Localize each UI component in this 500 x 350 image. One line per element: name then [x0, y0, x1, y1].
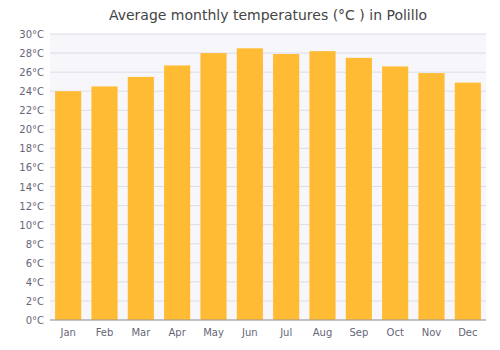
- bar: [164, 65, 190, 320]
- x-axis-line: [50, 320, 486, 321]
- x-tick-label: Jun: [241, 327, 258, 338]
- bar: [91, 86, 117, 320]
- x-tick-label: Feb: [96, 327, 114, 338]
- y-tick-label: 6°C: [26, 258, 44, 269]
- bar: [346, 58, 372, 320]
- x-tick-label: May: [203, 327, 224, 338]
- bar: [309, 51, 335, 320]
- x-tick-label: Mar: [131, 327, 151, 338]
- bar: [418, 73, 444, 320]
- y-tick-label: 12°C: [19, 201, 44, 212]
- grid-line: [50, 320, 486, 321]
- y-tick-label: 26°C: [19, 67, 44, 78]
- plot-background: [50, 34, 486, 320]
- y-tick-label: 24°C: [19, 86, 44, 97]
- x-tick-label: Nov: [422, 327, 442, 338]
- grid-line: [50, 34, 486, 35]
- y-tick-label: 16°C: [19, 162, 44, 173]
- y-tick-label: 8°C: [26, 239, 44, 250]
- bar: [200, 53, 226, 320]
- bar: [455, 83, 481, 320]
- chart: 0°C 2°C 4°C 6°C 8°C 10°C 12°C 14°C 16°C 18°C 20°C 2…: [0, 0, 500, 350]
- grid-line: [50, 53, 486, 54]
- x-tick-label: Sep: [349, 327, 368, 338]
- x-tick-label: Aug: [313, 327, 333, 338]
- bar: [237, 48, 263, 320]
- x-tick-label: Oct: [387, 327, 404, 338]
- y-tick-label: 22°C: [19, 105, 44, 116]
- y-tick-label: 4°C: [26, 277, 44, 288]
- bar: [128, 77, 154, 320]
- x-tick-label: Apr: [169, 327, 187, 338]
- y-tick-label: 20°C: [19, 124, 44, 135]
- grid-line: [50, 72, 486, 73]
- bar: [273, 54, 299, 320]
- y-tick-label: 28°C: [19, 48, 44, 59]
- y-tick-label: 18°C: [19, 143, 44, 154]
- y-tick-label: 2°C: [26, 296, 44, 307]
- title: Average monthly temperatures (°C ) in Po…: [109, 7, 427, 23]
- bars: [55, 48, 481, 320]
- chart-container: 0°C 2°C 4°C 6°C 8°C 10°C 12°C 14°C 16°C 18°C 20°C 2…: [0, 0, 500, 350]
- x-tick-label: Jan: [59, 327, 75, 338]
- y-tick-label: 10°C: [19, 220, 44, 231]
- bar: [382, 66, 408, 320]
- x-tick-label: Dec: [458, 327, 477, 338]
- y-tick-label: 14°C: [19, 182, 44, 193]
- x-axis: Jan Feb Mar Apr May Jun Jul Aug Sep Oct Nov Dec: [50, 320, 486, 338]
- y-tick-label: 0°C: [26, 315, 44, 326]
- bar: [55, 91, 81, 320]
- y-axis: 0°C 2°C 4°C 6°C 8°C 10°C 12°C 14°C 16°C 18°C 20°C 2…: [19, 29, 486, 326]
- y-tick-label: 30°C: [19, 29, 44, 40]
- x-tick-label: Jul: [279, 327, 292, 338]
